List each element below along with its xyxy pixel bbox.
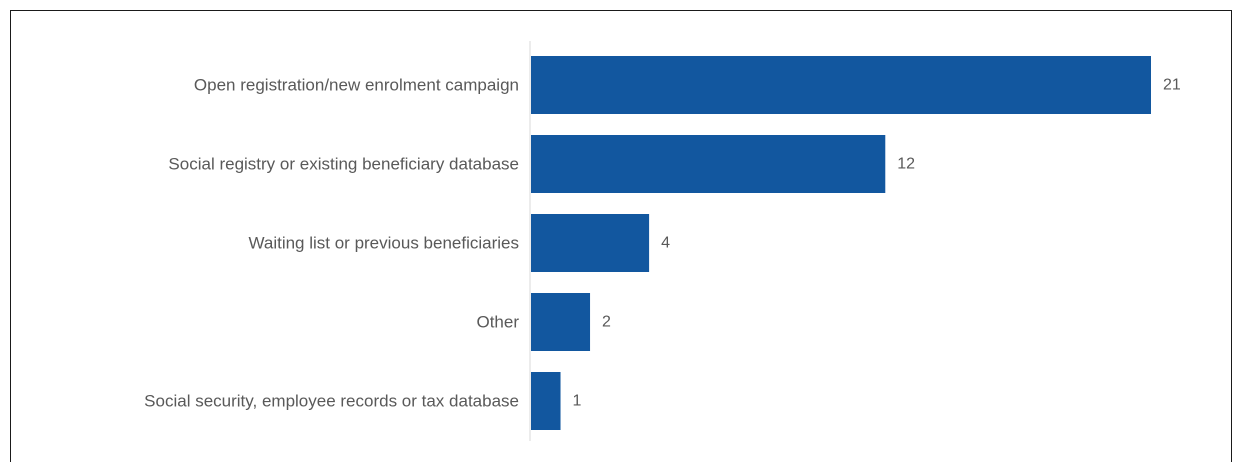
bar [531, 135, 886, 193]
category-label: Waiting list or previous beneficiaries [248, 234, 519, 253]
category-label: Social registry or existing beneficiary … [168, 155, 519, 174]
bar [531, 372, 561, 430]
category-label: Open registration/new enrolment campaign [194, 76, 519, 95]
data-label: 4 [661, 235, 670, 252]
category-label: Other [476, 313, 519, 332]
data-label: 12 [897, 156, 915, 173]
bar [531, 293, 591, 351]
data-label: 1 [573, 393, 582, 410]
category-label: Social security, employee records or tax… [144, 392, 519, 411]
bar-chart: Open registration/new enrolment campaign… [144, 41, 1181, 441]
data-label: 2 [602, 314, 611, 331]
bars-group: Open registration/new enrolment campaign… [144, 56, 1181, 430]
data-label: 21 [1163, 77, 1181, 94]
chart-frame: Open registration/new enrolment campaign… [10, 10, 1232, 462]
bar [531, 214, 650, 272]
bar [531, 56, 1151, 114]
